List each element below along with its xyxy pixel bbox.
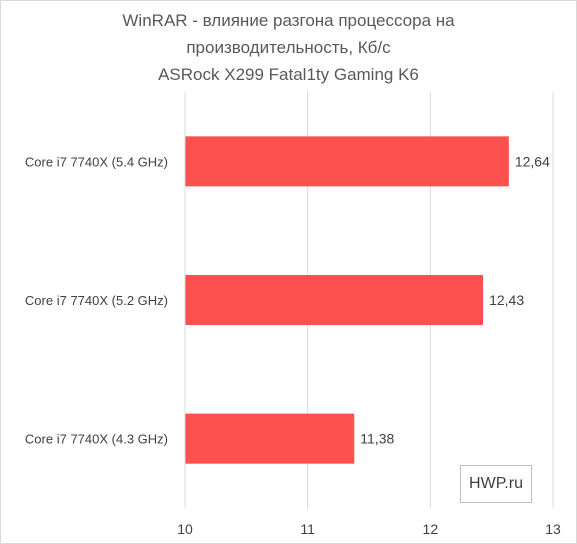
x-tick-label-2: 12 (423, 521, 439, 537)
x-tick-label-0: 10 (177, 521, 193, 537)
data-label-2: 11,38 (360, 431, 394, 447)
data-label-1: 12,43 (489, 292, 524, 308)
x-tick-label-3: 13 (545, 521, 561, 537)
watermark-logo: HWP.ru (460, 465, 532, 503)
bar-1 (185, 275, 484, 325)
bar-2 (185, 413, 355, 464)
data-label-0: 12,64 (515, 153, 550, 169)
chart-title-line-2: производительность, Кб/с (186, 38, 391, 57)
x-tick-label-1: 11 (300, 521, 315, 537)
chart-title-line-3: ASRock X299 Fatal1ty Gaming K6 (158, 65, 419, 84)
category-label-2: Core i7 7740X (4.3 GHz) (25, 432, 168, 447)
category-label-1: Core i7 7740X (5.2 GHz) (25, 293, 168, 308)
bar-0 (185, 136, 509, 187)
category-label-0: Core i7 7740X (5.4 GHz) (25, 154, 168, 169)
chart-title-line-1: WinRAR - влияние разгона процессора на (122, 11, 455, 30)
